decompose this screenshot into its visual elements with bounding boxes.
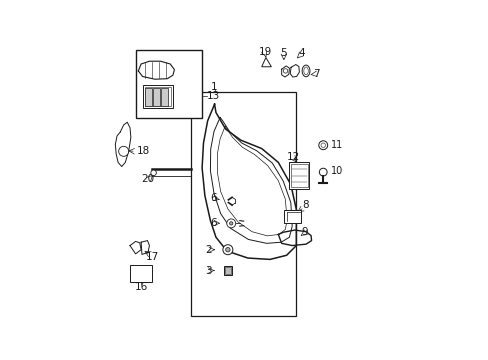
Circle shape [226,219,235,228]
Text: 14: 14 [186,61,199,71]
Text: 3: 3 [205,266,211,275]
Circle shape [225,247,230,252]
Text: 18: 18 [136,146,149,156]
Text: 17: 17 [145,252,159,262]
Circle shape [150,170,156,176]
Circle shape [318,141,327,150]
Text: 15: 15 [186,90,199,100]
Text: 13: 13 [206,91,220,101]
Bar [145,88,152,105]
Text: 20: 20 [141,174,154,184]
Bar [144,87,170,107]
Text: 10: 10 [330,166,343,176]
Text: 6: 6 [209,193,216,203]
Text: 7: 7 [313,69,319,79]
Text: 16: 16 [135,282,148,292]
Bar [224,267,230,274]
Bar [161,88,167,105]
Text: 19: 19 [258,46,271,57]
Bar [142,85,173,108]
Circle shape [319,168,326,176]
Text: 9: 9 [301,227,307,237]
Bar [153,88,160,105]
Text: 8: 8 [302,201,309,210]
Circle shape [223,245,232,255]
Bar [290,164,307,187]
Circle shape [320,143,325,148]
Text: 12: 12 [286,152,300,162]
Text: 4: 4 [297,48,304,58]
Bar [191,92,296,316]
Bar [130,265,152,282]
Text: 5: 5 [280,48,286,58]
Text: 1: 1 [211,82,218,92]
Bar [224,266,231,275]
Ellipse shape [302,65,309,77]
Bar [289,162,309,189]
Polygon shape [261,58,271,67]
Bar [284,210,301,223]
Circle shape [119,146,128,156]
Text: 2: 2 [205,245,211,255]
Ellipse shape [303,67,307,75]
Bar [135,50,202,118]
Text: 11: 11 [330,140,343,150]
Circle shape [229,222,232,225]
Text: 6: 6 [209,218,216,228]
Circle shape [283,69,287,73]
